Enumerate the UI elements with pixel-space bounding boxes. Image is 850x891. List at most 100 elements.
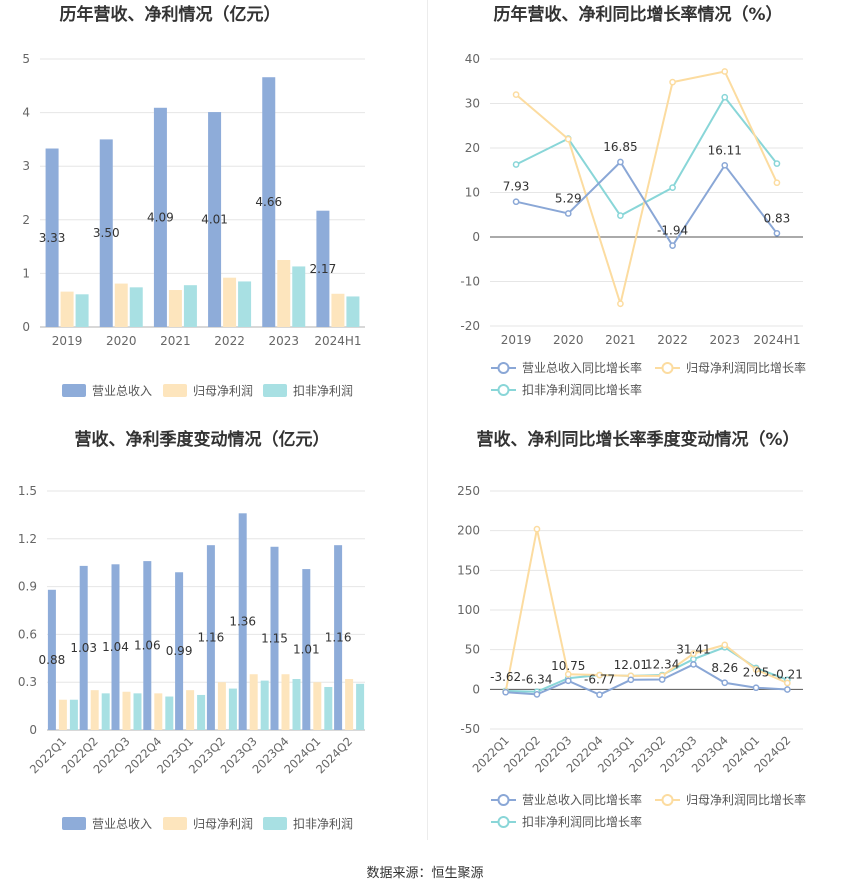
legend-swatch: [163, 384, 187, 397]
data-point: [627, 676, 635, 684]
line-data-label: 16.11: [708, 143, 742, 157]
chart-title: 历年营收、净利同比增长率情况（%）: [493, 4, 782, 25]
bar-data-label: 1.15: [261, 631, 288, 645]
data-point: [690, 655, 697, 663]
panel-divider: [427, 0, 428, 840]
legend-label: 归母净利润: [193, 384, 253, 398]
bar: [345, 679, 354, 730]
bar: [324, 686, 333, 730]
data-point: [533, 525, 541, 533]
bar: [238, 281, 252, 327]
legend-marker: [497, 362, 510, 374]
data-point: [690, 661, 697, 668]
bar: [175, 572, 184, 730]
data-point: [721, 93, 729, 101]
data-point: [617, 300, 624, 308]
bar: [302, 569, 311, 730]
bar-data-label: 1.03: [70, 641, 97, 655]
data-point: [752, 666, 760, 673]
bar: [206, 545, 215, 730]
legend-label: 归母净利润: [193, 817, 253, 831]
line-data-label: -6.34: [521, 672, 552, 686]
line-data-label: 16.85: [603, 140, 637, 154]
bar: [90, 690, 99, 730]
bar: [75, 294, 89, 327]
y-tick-label: 0.9: [18, 580, 37, 594]
bar-data-label: 4.01: [201, 213, 228, 227]
bar: [197, 694, 206, 730]
legend-swatch: [263, 817, 287, 830]
annual-growth-rate-chart: 历年营收、净利同比增长率情况（%） -20 -10 0 10 20 30 40 2019 2020…: [460, 4, 806, 397]
bar: [114, 283, 128, 327]
data-point: [784, 686, 791, 693]
data-point: [512, 161, 520, 168]
data-source-footer: 数据来源：恒生聚源: [366, 866, 484, 881]
bar: [129, 287, 143, 327]
chart-title: 营收、净利季度变动情况（亿元）: [75, 429, 330, 450]
legend-marker: [497, 794, 510, 806]
bar: [217, 682, 226, 730]
y-tick-label: 0: [22, 320, 30, 334]
data-point: [533, 691, 541, 698]
line-data-label: 7.93: [503, 180, 530, 194]
series-line: [504, 528, 788, 692]
y-tick-label: 30: [465, 97, 480, 111]
bar-data-label: 0.88: [39, 653, 66, 667]
data-point: [669, 242, 676, 249]
data-point: [658, 676, 666, 683]
legend-label: 扣非净利润同比增长率: [522, 382, 642, 397]
data-point: [596, 691, 603, 699]
bar: [346, 296, 360, 327]
y-tick-label: 5: [22, 52, 30, 66]
line-data-label: 0.83: [764, 211, 791, 225]
line-data-label: -3.62: [490, 670, 521, 684]
bar: [313, 682, 322, 730]
y-tick-label: -20: [460, 319, 480, 333]
y-tick-label: -50: [460, 722, 480, 736]
chart-title: 历年营收、净利情况（亿元）: [60, 4, 281, 25]
y-tick-label: 150: [457, 563, 480, 577]
x-tick-label: 2023: [268, 334, 299, 348]
legend-label: 归母净利润同比增长率: [686, 360, 806, 375]
series-line: [505, 663, 788, 696]
legend-label: 营业总收入同比增长率: [522, 792, 642, 807]
x-tick-label: 2022: [657, 333, 688, 347]
bar: [99, 139, 113, 327]
bar-data-label: 2.17: [310, 262, 337, 276]
bar: [238, 513, 247, 730]
bar-data-label: 1.16: [325, 631, 352, 645]
data-point: [512, 198, 520, 206]
legend-label: 营业总收入: [92, 384, 152, 398]
bar: [223, 277, 237, 327]
bar: [101, 693, 110, 730]
legend-label: 营业总收入同比增长率: [522, 360, 642, 375]
bar: [122, 691, 131, 730]
x-tick-label: 2019: [52, 334, 83, 348]
bar: [208, 112, 222, 328]
y-tick-label: 100: [457, 603, 480, 617]
bar-data-label: 1.36: [229, 615, 256, 629]
y-tick-label: 0: [29, 723, 37, 737]
x-tick-label: 2023: [709, 333, 740, 347]
data-point: [752, 684, 760, 692]
x-tick-label: 2020: [553, 333, 584, 347]
bar: [316, 210, 330, 327]
legend-marker: [661, 362, 674, 374]
data-point: [502, 688, 510, 696]
y-tick-label: 0.3: [18, 675, 37, 689]
x-tick-label: 2022: [214, 334, 245, 348]
bar: [165, 696, 174, 730]
bar-data-label: 1.01: [293, 643, 320, 657]
data-point: [773, 229, 781, 237]
bar: [277, 260, 291, 327]
bar: [79, 565, 88, 730]
data-point: [617, 212, 624, 219]
bar-data-label: 3.33: [39, 231, 66, 245]
bar: [60, 291, 74, 327]
y-tick-label: 1.2: [18, 532, 37, 546]
legend-swatch: [62, 817, 86, 830]
y-tick-label: -10: [460, 275, 480, 289]
bar: [168, 290, 182, 327]
line-data-label: 10.75: [551, 659, 585, 673]
bar: [153, 107, 167, 327]
